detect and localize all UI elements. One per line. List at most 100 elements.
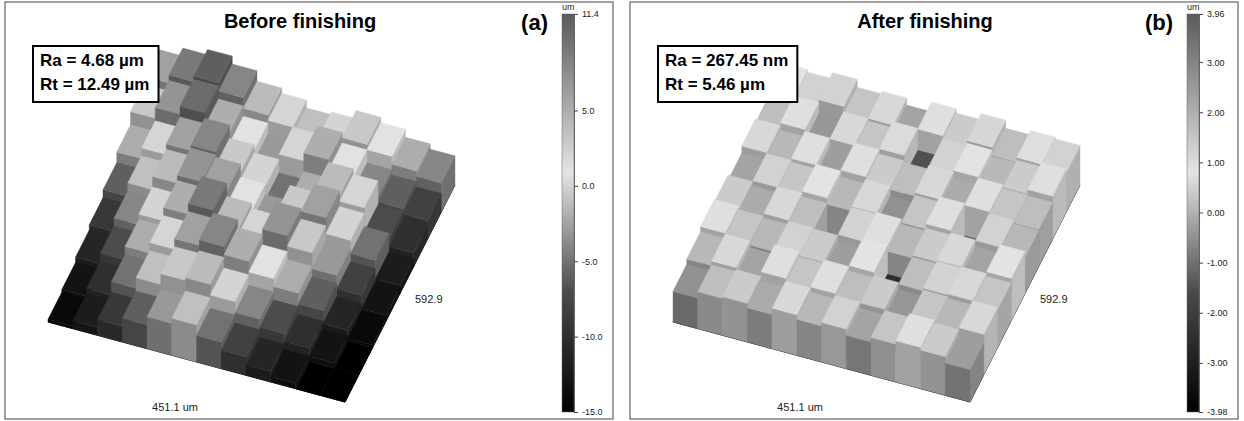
surface-cell [298,277,337,311]
surface-side [896,341,921,389]
panel-title: After finishing [857,10,993,32]
colorbar-tick-mark [574,14,578,15]
colorbar [562,14,574,412]
colorbar-tick: 0.00 [1199,208,1225,218]
annotation-frame [658,46,797,102]
surface-cell [849,238,888,272]
surface-cell [351,227,390,261]
colorbar-tick-mark [1199,313,1203,314]
annotation-box: Ra = 267.45 nm Rt = 5.46 µm [658,46,797,102]
colorbar-label: um [1187,2,1200,12]
colorbar-tick: 3.96 [1199,9,1225,19]
colorbar-axis: 3.96 3.00 2.00 1.00 0.00 -1.00 -2.00 -3.00 -3.98 [1199,9,1228,417]
colorbar-tick-mark [1199,62,1203,63]
colorbar-tick: 2.00 [1199,108,1225,118]
colorbar-tick: 11.4 [574,9,599,19]
colorbar-axis-line [575,15,579,413]
figure: Before finishing (a) Ra = 4.68 µm Rt = 12.4… [0,0,1244,421]
colorbar [1187,14,1199,412]
surface-side [822,323,847,369]
surface-cell [417,149,456,183]
annotation: Ra = 4.68 µm [40,51,144,70]
panel-label: (a) [521,10,548,35]
colorbar-tick-label: -3.98 [1207,407,1228,417]
colorbar-tick-label: 3.96 [1207,9,1225,19]
colorbar-tick-label: 11.4 [582,9,599,19]
colorbar-tick: -10.0 [574,332,603,342]
colorbar-tick-mark [574,186,578,187]
surface-cell [320,368,359,402]
surface-side [871,338,896,382]
surface-side [797,319,822,362]
colorbar-tick-label: 1.00 [1207,158,1225,168]
colorbar-tick: 3.00 [1199,58,1225,68]
surface-side [723,297,748,342]
panel-frame [5,2,613,419]
colorbar-tick-mark [574,412,578,413]
panel-title: Before finishing [224,10,376,32]
colorbar-tick-label: -2.00 [1207,308,1228,318]
colorbar-tick-mark [574,337,578,338]
colorbar-tick: 0.0 [574,181,595,191]
surface-cell [301,184,340,218]
surface-cell [337,262,376,296]
colorbar-tick: -1.00 [1199,258,1228,268]
colorbar-tick: -3.00 [1199,358,1228,368]
colorbar-tick-label: -1.00 [1207,258,1228,268]
annotation-frame [33,46,159,102]
colorbar-tick-label: -15.0 [582,407,603,417]
surface-cell [348,311,387,345]
colorbar-tick-label: -5.0 [582,257,598,267]
colorbar-axis-line [1200,15,1204,413]
surface-side [921,350,946,395]
surface-cell [959,301,998,335]
colorbar-tick-mark [1199,363,1203,364]
panel: After finishing(b)Ra = 267.45 nmRt = 5.4… [630,2,1238,419]
colorbar-axis: 11.4 5.0 0.0 -5.0 -10.0 -15.0 [574,9,603,417]
colorbar-tick: -15.0 [574,407,603,417]
colorbar-tick-mark [1199,14,1203,15]
colorbar-tick-mark [1199,263,1203,264]
surface-cell [340,174,379,208]
surface-cell [191,118,230,152]
surface-cell [326,207,365,241]
annotation: Ra = 267.45 nm [665,51,788,70]
colorbar-tick-mark [1199,112,1203,113]
surface-base [673,105,1080,402]
colorbar-tick-label: -3.00 [1207,358,1228,368]
colorbar-tick: -5.0 [574,257,598,267]
colorbar-tick-label: 0.0 [582,181,595,191]
colorbar-tick: -2.00 [1199,308,1228,318]
surface-side [846,335,871,375]
colorbar-tick-label: 2.00 [1207,108,1225,118]
surface-cell [362,282,401,316]
colorbar-tick-mark [1199,212,1203,213]
panel: Before finishing (a) Ra = 4.68 µm Rt = 12.4… [5,2,613,419]
surface [673,63,1080,402]
colorbar-tick-mark [574,110,578,111]
surface-cell [926,197,965,231]
surface-cell [312,242,351,276]
colorbar-label: um [562,2,575,12]
surface-cell [1014,196,1053,230]
surface-cell [945,336,984,370]
annotation: Rt = 12.49 µm [40,75,150,94]
surface-cell [389,219,428,253]
colorbar-tick-label: 5.0 [582,106,595,116]
surface-cell [403,187,442,221]
surface-side [698,292,723,336]
colorbar-tick: 5.0 [574,106,595,116]
colorbar-tick-label: -10.0 [582,332,603,342]
annotation-box: Ra = 4.68 µm Rt = 12.49 µm [33,46,159,102]
colorbar-tick: -3.98 [1199,407,1228,417]
colorbar-tick-mark [1199,162,1203,163]
annotation: Rt = 5.46 µm [665,75,765,94]
colorbar-tick-mark [1199,412,1203,413]
x-axis-label: 451.1 um [777,401,823,413]
x-axis-label: 451.1 um [152,401,198,413]
surface-cell [375,252,414,286]
colorbar-tick-label: 0.00 [1207,208,1225,218]
panel-frame [630,2,1238,419]
y-axis-label: 592.9 [415,293,443,305]
surface-base [48,105,455,402]
